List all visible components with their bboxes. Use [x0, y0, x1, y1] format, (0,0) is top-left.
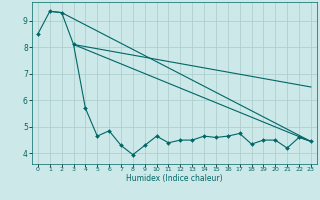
- X-axis label: Humidex (Indice chaleur): Humidex (Indice chaleur): [126, 174, 223, 183]
